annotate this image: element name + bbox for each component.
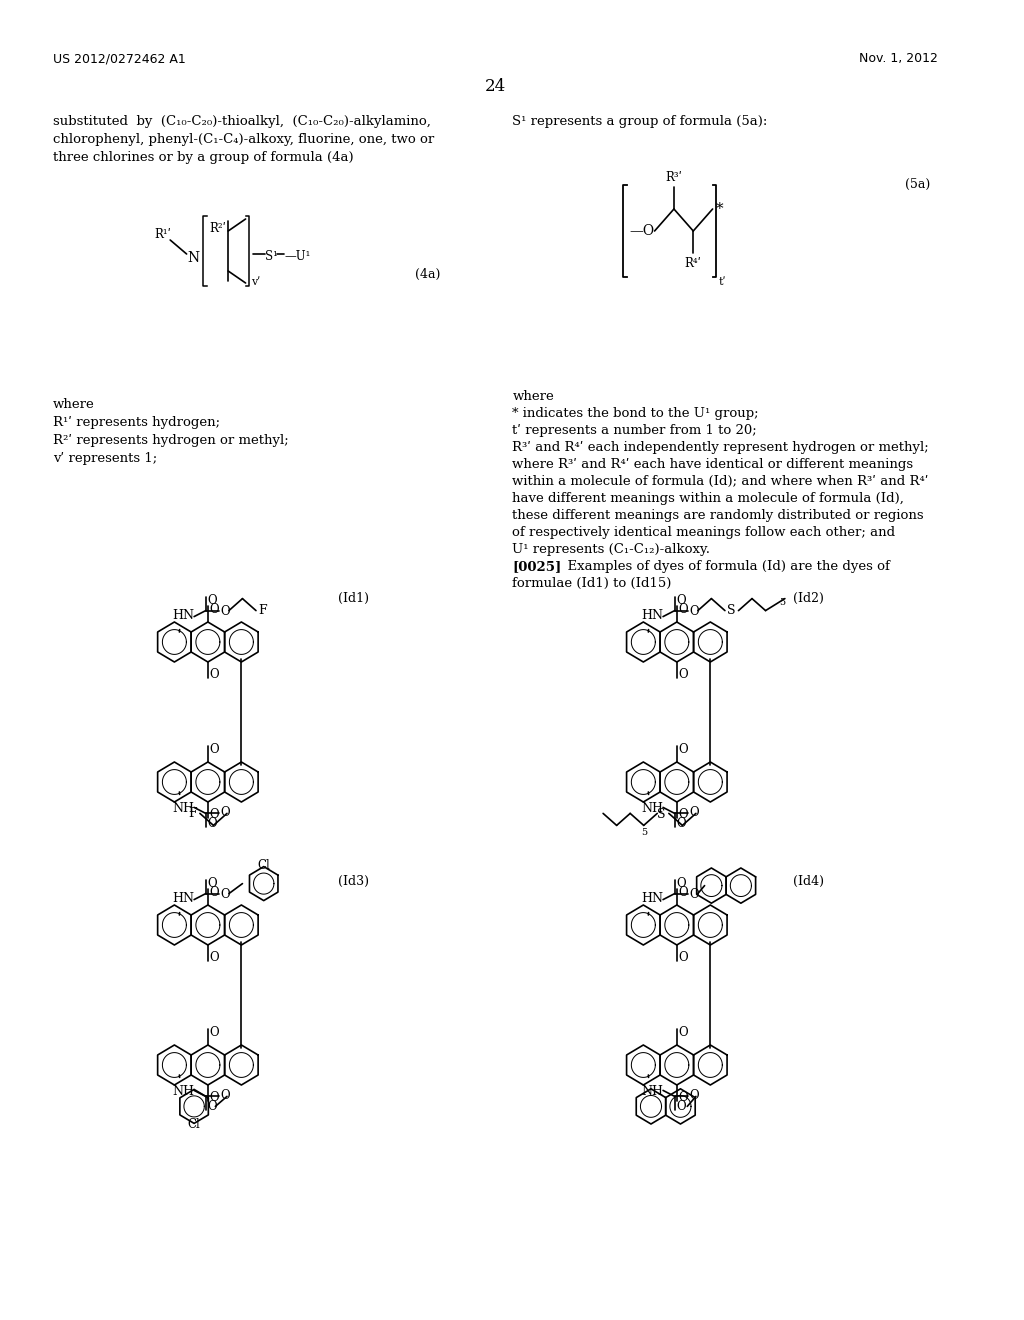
Text: these different meanings are randomly distributed or regions: these different meanings are randomly di…: [512, 510, 924, 521]
Text: O: O: [210, 808, 219, 821]
Text: R¹ʹ represents hydrogen;: R¹ʹ represents hydrogen;: [53, 416, 220, 429]
Text: O: O: [208, 1101, 217, 1113]
Text: O: O: [679, 808, 688, 821]
Text: tʹ represents a number from 1 to 20;: tʹ represents a number from 1 to 20;: [512, 424, 757, 437]
Text: O: O: [689, 1089, 698, 1102]
Text: —O: —O: [630, 224, 654, 238]
Text: O: O: [208, 594, 217, 607]
Text: where: where: [512, 389, 554, 403]
Text: Nov. 1, 2012: Nov. 1, 2012: [859, 51, 938, 65]
Text: HN: HN: [172, 609, 195, 622]
Text: (Id2): (Id2): [793, 591, 823, 605]
Text: S¹ represents a group of formula (5a):: S¹ represents a group of formula (5a):: [512, 115, 768, 128]
Text: —U¹: —U¹: [285, 249, 310, 263]
Text: 24: 24: [484, 78, 506, 95]
Text: N: N: [187, 251, 200, 265]
Text: vʹ: vʹ: [252, 277, 261, 286]
Text: O: O: [210, 603, 219, 616]
Text: F: F: [258, 605, 266, 618]
Text: O: O: [689, 807, 698, 818]
Text: formulae (Id1) to (Id15): formulae (Id1) to (Id15): [512, 577, 672, 590]
Text: O: O: [210, 950, 219, 964]
Text: O: O: [679, 668, 688, 681]
Text: O: O: [679, 950, 688, 964]
Text: O: O: [689, 605, 698, 618]
Text: O: O: [220, 888, 229, 902]
Text: O: O: [220, 605, 229, 618]
Text: O: O: [679, 1092, 688, 1104]
Text: NH: NH: [172, 1085, 195, 1098]
Text: S: S: [727, 605, 735, 618]
Text: 5: 5: [779, 598, 785, 607]
Text: O: O: [210, 1092, 219, 1104]
Text: vʹ represents 1;: vʹ represents 1;: [53, 451, 158, 465]
Text: chlorophenyl, phenyl-(C₁-C₄)-alkoxy, fluorine, one, two or: chlorophenyl, phenyl-(C₁-C₄)-alkoxy, flu…: [53, 133, 434, 147]
Text: tʹ: tʹ: [719, 277, 726, 286]
Text: R³ʹ: R³ʹ: [666, 172, 682, 183]
Text: R²ʹ: R²ʹ: [210, 222, 226, 235]
Text: (Id3): (Id3): [338, 875, 370, 888]
Text: O: O: [208, 817, 217, 830]
Text: HN: HN: [641, 891, 664, 904]
Text: * indicates the bond to the U¹ group;: * indicates the bond to the U¹ group;: [512, 407, 759, 420]
Text: O: O: [677, 1101, 686, 1113]
Text: S: S: [657, 808, 666, 821]
Text: O: O: [679, 603, 688, 616]
Text: O: O: [220, 807, 229, 818]
Text: NH: NH: [172, 803, 195, 816]
Text: Examples of dyes of formula (Id) are the dyes of: Examples of dyes of formula (Id) are the…: [559, 560, 890, 573]
Text: O: O: [679, 886, 688, 899]
Text: O: O: [689, 888, 698, 902]
Text: three chlorines or by a group of formula (4a): three chlorines or by a group of formula…: [53, 150, 354, 164]
Text: O: O: [677, 817, 686, 830]
Text: O: O: [679, 1026, 688, 1039]
Text: F: F: [188, 807, 197, 820]
Text: O: O: [210, 886, 219, 899]
Text: O: O: [677, 594, 686, 607]
Text: R¹ʹ: R¹ʹ: [154, 227, 171, 240]
Text: O: O: [679, 743, 688, 756]
Text: R⁴ʹ: R⁴ʹ: [685, 257, 701, 271]
Text: HN: HN: [641, 609, 664, 622]
Text: O: O: [208, 876, 217, 890]
Text: [0025]: [0025]: [512, 560, 562, 573]
Text: O: O: [210, 668, 219, 681]
Text: O: O: [220, 1089, 229, 1102]
Text: O: O: [677, 876, 686, 890]
Text: US 2012/0272462 A1: US 2012/0272462 A1: [53, 51, 186, 65]
Text: O: O: [210, 1026, 219, 1039]
Text: within a molecule of formula (Id); and where when R³ʹ and R⁴ʹ: within a molecule of formula (Id); and w…: [512, 475, 929, 488]
Text: Cl: Cl: [187, 1118, 201, 1131]
Text: NH: NH: [641, 1085, 664, 1098]
Text: R³ʹ and R⁴ʹ each independently represent hydrogen or methyl;: R³ʹ and R⁴ʹ each independently represent…: [512, 441, 929, 454]
Text: R²ʹ represents hydrogen or methyl;: R²ʹ represents hydrogen or methyl;: [53, 434, 289, 447]
Text: Cl: Cl: [257, 858, 270, 871]
Text: where R³ʹ and R⁴ʹ each have identical or different meanings: where R³ʹ and R⁴ʹ each have identical or…: [512, 458, 913, 471]
Text: where: where: [53, 399, 95, 411]
Text: HN: HN: [172, 891, 195, 904]
Text: (4a): (4a): [415, 268, 440, 281]
Text: (5a): (5a): [905, 178, 930, 191]
Text: NH: NH: [641, 803, 664, 816]
Text: (Id4): (Id4): [793, 875, 824, 888]
Text: S¹: S¹: [265, 249, 278, 263]
Text: substituted  by  (C₁₀-C₂₀)-thioalkyl,  (C₁₀-C₂₀)-alkylamino,: substituted by (C₁₀-C₂₀)-thioalkyl, (C₁₀…: [53, 115, 431, 128]
Text: have different meanings within a molecule of formula (Id),: have different meanings within a molecul…: [512, 492, 904, 506]
Text: O: O: [210, 743, 219, 756]
Text: 5: 5: [641, 829, 647, 837]
Text: *: *: [716, 202, 723, 216]
Text: of respectively identical meanings follow each other; and: of respectively identical meanings follo…: [512, 525, 896, 539]
Text: U¹ represents (C₁-C₁₂)-alkoxy.: U¹ represents (C₁-C₁₂)-alkoxy.: [512, 543, 711, 556]
Text: (Id1): (Id1): [338, 591, 370, 605]
